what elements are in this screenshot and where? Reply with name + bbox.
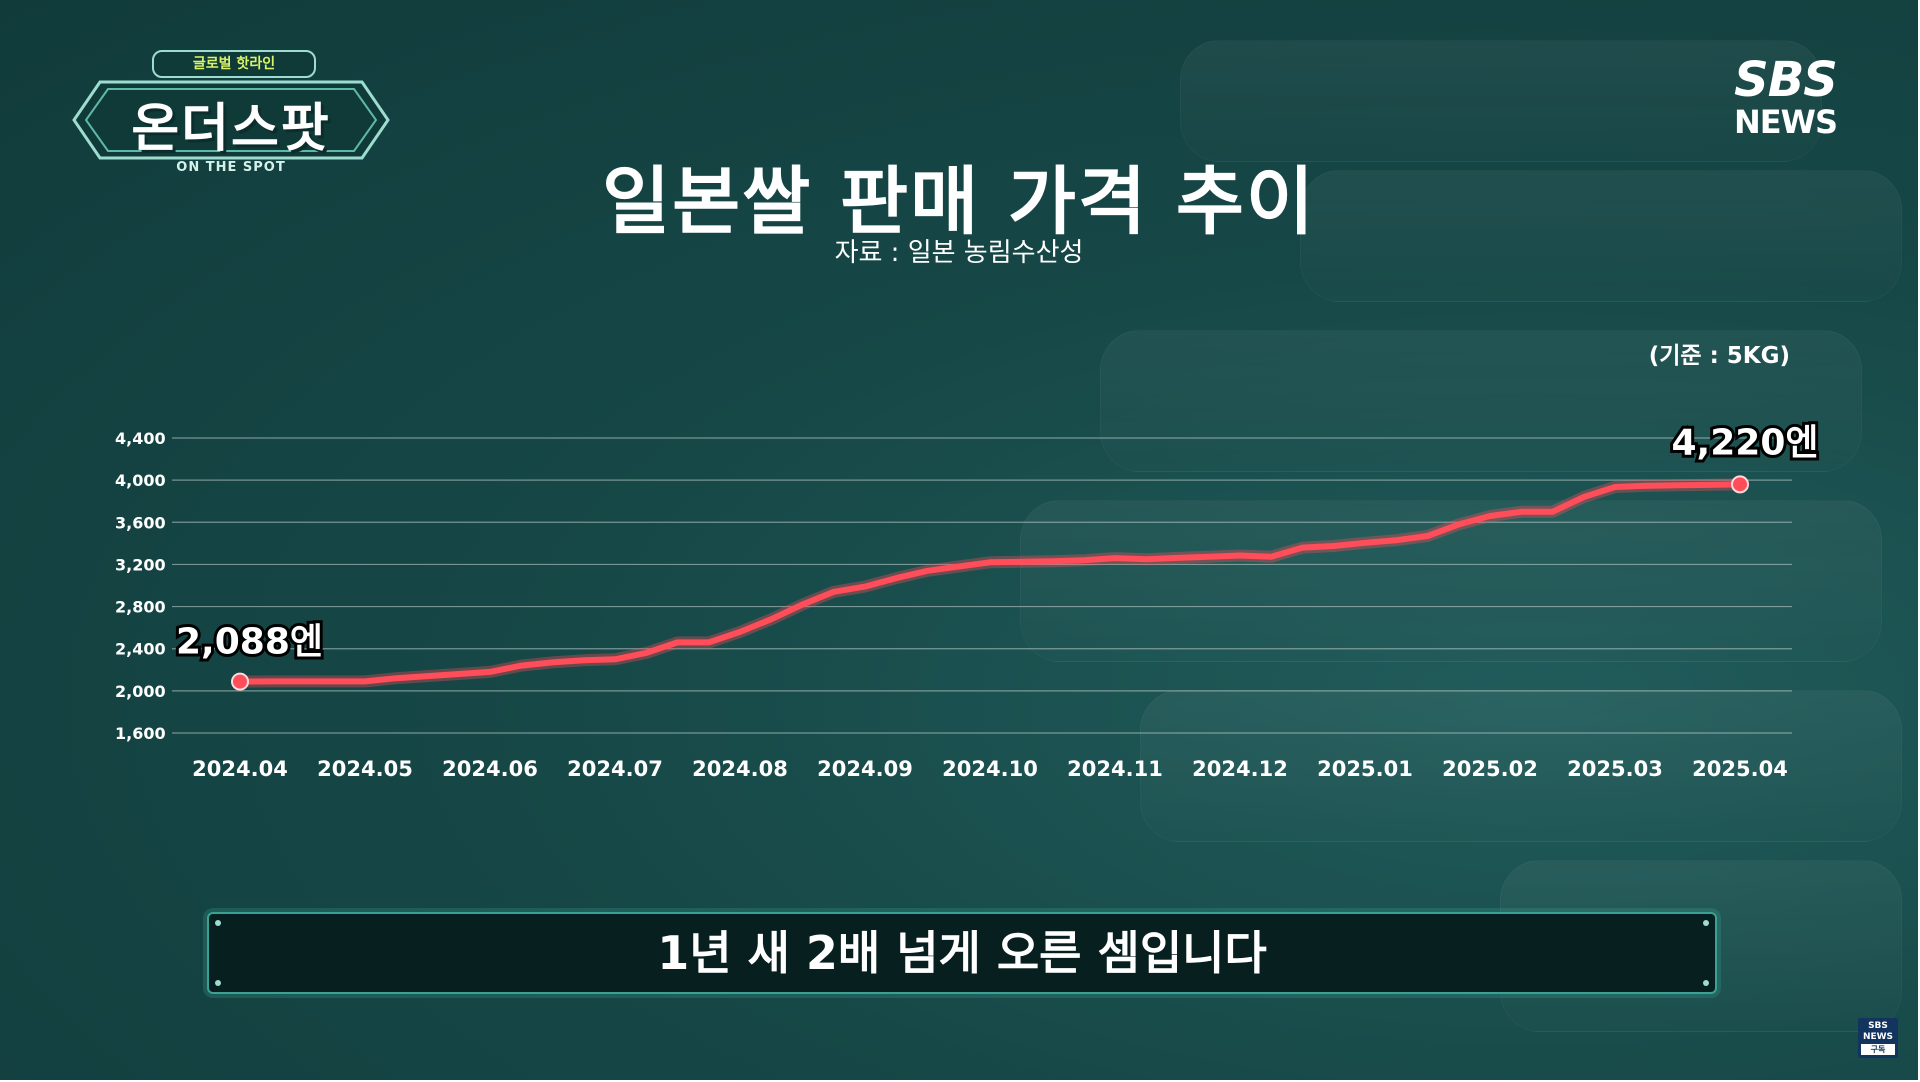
caption-corner-dot [215, 920, 221, 926]
program-logo: 글로벌 핫라인 온더스팟 ON THE SPOT [72, 50, 392, 175]
y-tick-label: 2,400 [115, 640, 166, 659]
background-rice-bag [1180, 40, 1822, 162]
y-tick-label: 2,000 [115, 682, 166, 701]
sbs-logo-top: SBS [1734, 52, 1838, 108]
data-label: 4,220엔 [1672, 422, 1819, 463]
chart-source: 자료 : 일본 농림수산성 [834, 238, 1084, 268]
logo-subtitle: ON THE SPOT [176, 160, 286, 175]
x-tick-label: 2024.07 [567, 757, 663, 781]
subscribe-badge-logo: SBS NEWS [1862, 1021, 1894, 1042]
x-tick-label: 2024.06 [442, 757, 538, 781]
data-label: 2,088엔 [176, 622, 323, 663]
x-tick-label: 2024.08 [692, 757, 788, 781]
y-tick-label: 2,800 [115, 598, 166, 617]
background-rice-bag [1300, 170, 1902, 302]
sbs-news-logo: SBS NEWS [1728, 56, 1843, 138]
caption-corner-dot [1703, 920, 1709, 926]
subscribe-button[interactable]: SBS NEWS 구독 [1858, 1018, 1898, 1058]
caption-corner-dot [1703, 980, 1709, 986]
x-tick-label: 2025.04 [1692, 757, 1788, 781]
caption-box: 1년 새 2배 넘게 오른 셈입니다 [207, 912, 1717, 994]
data-point [231, 672, 249, 691]
y-tick-label: 3,200 [115, 555, 166, 574]
caption-text: 1년 새 2배 넘게 오른 셈입니다 [657, 926, 1267, 980]
x-tick-label: 2025.02 [1442, 757, 1538, 781]
x-tick-label: 2025.01 [1317, 757, 1413, 781]
logo-top-label: 글로벌 핫라인 [152, 50, 316, 78]
y-tick-label: 4,400 [115, 429, 166, 448]
logo-emblem [72, 78, 390, 162]
x-tick-label: 2024.05 [317, 757, 413, 781]
y-tick-label: 3,600 [115, 513, 166, 532]
x-tick-label: 2024.09 [817, 757, 913, 781]
background-rice-bag [1100, 330, 1862, 472]
background-rice-bag [1140, 690, 1902, 842]
chart-title: 일본쌀 판매 가격 추이 [601, 159, 1316, 245]
series-line [237, 481, 1743, 685]
caption-corner-dot [215, 980, 221, 986]
logo-title: 온더스팟 [131, 99, 331, 159]
x-tick-label: 2024.04 [192, 757, 288, 781]
subscribe-label: 구독 [1861, 1044, 1895, 1055]
data-point [1731, 475, 1749, 494]
logo-frame-shape [72, 80, 390, 160]
y-tick-label: 1,600 [115, 724, 166, 743]
x-tick-label: 2024.12 [1192, 757, 1288, 781]
unit-note: (기준 : 5KG) [1648, 343, 1790, 369]
sbs-logo-bottom: NEWS [1734, 103, 1838, 141]
y-tick-label: 4,000 [115, 471, 166, 490]
x-tick-label: 2024.11 [1067, 757, 1163, 781]
x-tick-label: 2024.10 [942, 757, 1038, 781]
x-tick-label: 2025.03 [1567, 757, 1663, 781]
